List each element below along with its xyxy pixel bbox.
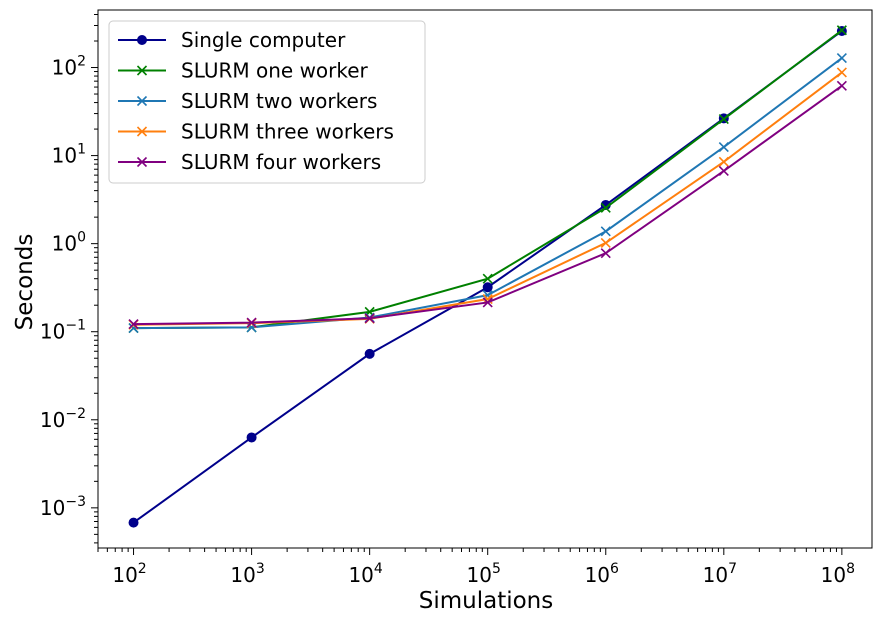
data-point — [246, 317, 257, 328]
x-axis-title: Simulations — [419, 588, 554, 614]
data-point — [482, 297, 493, 308]
y-axis-ticks: 10−3 10−2 10−1 100 101 102 — [40, 14, 98, 544]
legend-box — [108, 20, 426, 184]
legend-item: SLURM four workers — [118, 150, 381, 174]
legend-marker — [136, 156, 148, 168]
legend-marker — [136, 65, 148, 76]
legend-item: SLURM two workers — [118, 89, 377, 113]
data-point — [600, 248, 611, 259]
data-point — [836, 67, 847, 78]
data-point — [600, 237, 611, 248]
y-tick-label: 102 — [52, 54, 86, 80]
data-point — [128, 517, 139, 528]
series-layer — [128, 25, 847, 528]
legend-item: SLURM one worker — [118, 59, 369, 83]
x-tick-label: 108 — [821, 561, 855, 587]
legend-label: SLURM four workers — [181, 150, 381, 174]
legend-marker — [137, 35, 147, 45]
data-point — [836, 53, 847, 64]
data-point — [718, 113, 729, 125]
x-tick-label: 105 — [467, 561, 501, 587]
legend: Single computer SLURM one worker SLURM two… — [108, 20, 426, 184]
data-point — [718, 156, 729, 167]
data-point — [246, 432, 257, 443]
legend-label: Single computer — [181, 28, 346, 52]
data-point — [836, 25, 847, 36]
x-axis-ticks: 102 103 104 105 106 107 108 — [97, 548, 855, 587]
data-point — [246, 322, 257, 333]
data-point — [836, 80, 847, 91]
data-point — [482, 282, 493, 293]
data-point — [364, 313, 375, 324]
legend-item: Single computer — [118, 28, 346, 52]
x-tick-label: 103 — [230, 561, 264, 587]
data-point — [482, 273, 493, 284]
legend-label: SLURM one worker — [181, 59, 369, 83]
x-tick-label: 106 — [585, 561, 619, 587]
data-point — [718, 141, 729, 153]
y-tick-label: 100 — [52, 230, 86, 256]
y-tick-label: 101 — [52, 142, 86, 168]
y-tick-label: 10−1 — [40, 318, 86, 344]
x-tick-label: 104 — [348, 561, 382, 587]
legend-item: SLURM three workers — [118, 120, 394, 144]
x-tick-label: 102 — [112, 561, 146, 587]
data-point — [128, 319, 139, 330]
data-point — [364, 348, 375, 359]
data-point — [600, 202, 611, 213]
y-tick-label: 10−3 — [40, 494, 86, 520]
x-tick-label: 107 — [703, 561, 737, 587]
data-point — [718, 165, 729, 176]
legend-marker — [136, 126, 148, 137]
series-5 — [128, 80, 847, 330]
data-point — [600, 226, 611, 237]
legend-label: SLURM three workers — [181, 120, 394, 144]
y-axis-title: Seconds — [12, 234, 38, 331]
legend-label: SLURM two workers — [181, 89, 377, 113]
y-tick-label: 10−2 — [40, 406, 86, 432]
legend-marker — [136, 95, 148, 107]
